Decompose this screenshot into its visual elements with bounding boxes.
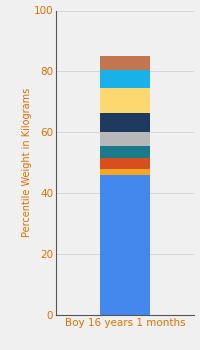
Bar — [100, 132, 150, 146]
Bar — [100, 112, 150, 132]
Y-axis label: Percentile Weight in Kilograms: Percentile Weight in Kilograms — [22, 88, 32, 237]
Bar — [100, 169, 150, 175]
Bar — [100, 70, 150, 88]
Bar — [100, 158, 150, 169]
Bar — [100, 146, 150, 158]
Bar — [100, 88, 150, 112]
Bar — [100, 56, 150, 70]
Bar — [100, 175, 150, 315]
